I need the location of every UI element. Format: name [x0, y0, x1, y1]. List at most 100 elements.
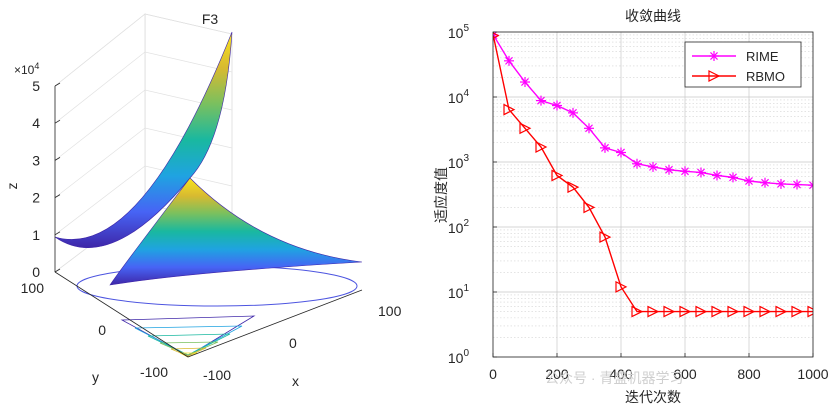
marker-triangle — [535, 141, 548, 153]
marker-triangle — [711, 305, 724, 318]
z-gridline — [54, 51, 233, 124]
surface-front-face — [109, 177, 363, 286]
legend-label: RIME — [746, 49, 779, 64]
marker-ray — [777, 179, 785, 188]
x-tick-label: 400 — [609, 366, 633, 382]
marker-asterisk — [632, 158, 642, 169]
marker-asterisk — [600, 142, 610, 153]
z-gridline — [54, 13, 233, 87]
marker-ray — [729, 173, 737, 182]
marker-ray — [793, 180, 801, 189]
plot-frame — [492, 31, 814, 358]
marker-asterisk — [808, 180, 813, 191]
x-ticks: -100 0 100 — [203, 303, 402, 383]
y-tick-label: -100 — [140, 364, 168, 380]
legend-item-rime: RIME — [692, 49, 779, 64]
marker-triangle — [519, 122, 532, 135]
z-tick-mark — [54, 157, 61, 161]
z-tick-mark — [54, 194, 61, 198]
marker-ray — [505, 56, 513, 65]
marker-asterisk — [504, 55, 514, 66]
z-tick-mark — [54, 82, 61, 87]
x-tick-label: 0 — [489, 366, 497, 382]
z-gridline — [54, 165, 233, 236]
marker-ray — [665, 165, 673, 174]
contour-5 — [170, 347, 207, 357]
marker-triangle — [759, 305, 772, 318]
marker-asterisk — [728, 172, 738, 183]
marker-triangle — [775, 305, 788, 318]
convergence-plot: 0 200 400 600 800 1000 100 101 102 103 104 105 收敛曲… — [433, 8, 829, 405]
marker-triangle — [791, 305, 804, 318]
marker-ray — [761, 178, 769, 187]
x-axis-line — [187, 289, 363, 358]
marker-asterisk — [616, 147, 626, 158]
marker-triangle — [727, 305, 740, 318]
marker-asterisk — [664, 164, 674, 175]
marker-triangle — [647, 305, 660, 318]
marker-ray — [649, 162, 657, 171]
marker-ray — [681, 167, 689, 176]
z-tick-mark — [54, 231, 61, 236]
z-tick-label: 0 — [32, 264, 40, 280]
y-tick-label: 102 — [448, 218, 470, 236]
convergence-x-label: 迭代次数 — [625, 389, 681, 405]
marker-ray — [553, 101, 561, 110]
legend-item-rbmo: RBMO — [692, 69, 785, 84]
y-ticks: 100 101 102 103 104 105 — [448, 23, 497, 366]
z-tick-label: 4 — [32, 115, 40, 131]
contour-3 — [147, 333, 231, 356]
x-ticks: 0 200 400 600 800 1000 — [489, 353, 829, 382]
marker-ray — [601, 143, 609, 152]
y-tick-label: 104 — [448, 88, 470, 106]
series-rime — [493, 32, 813, 191]
marker-triangle — [695, 305, 708, 318]
marker-asterisk — [584, 123, 594, 134]
marker-ray — [521, 78, 529, 86]
x-tick-label: 1000 — [797, 366, 828, 382]
x-tick-label: 600 — [673, 366, 697, 382]
marker-triangle — [583, 201, 596, 214]
marker-asterisk — [744, 176, 754, 187]
marker-triangle — [615, 280, 628, 293]
x-tick-label: 0 — [289, 335, 297, 351]
marker-asterisk — [776, 178, 786, 189]
marker-ray — [569, 108, 577, 117]
marker-asterisk — [568, 107, 578, 118]
z-scale-factor: ×104 — [14, 61, 39, 77]
legend-box — [684, 41, 802, 88]
marker-ray — [617, 148, 625, 157]
watermark: 公众号 · 青盛机器学习 — [545, 370, 683, 386]
surface-title: F3 — [202, 11, 219, 27]
marker-triangle — [631, 305, 644, 318]
marker-ray — [633, 159, 641, 168]
z-tick-mark — [54, 119, 61, 124]
surface-back-face — [54, 31, 233, 248]
marker-ray — [710, 52, 718, 60]
contour-1 — [120, 315, 256, 357]
y-tick-label: 101 — [448, 283, 470, 301]
y-tick-label: 105 — [448, 23, 470, 41]
z-tick-mark — [54, 268, 61, 273]
marker-asterisk — [536, 95, 546, 106]
series-rbmo — [493, 32, 813, 318]
marker-ray — [745, 177, 753, 185]
marker-triangle — [708, 70, 721, 82]
y-tick-label: 0 — [98, 322, 106, 338]
z-tick-label: 1 — [32, 227, 40, 243]
y-axis-line — [54, 271, 189, 358]
y-tick-label: 100 — [21, 280, 45, 296]
marker-asterisk — [712, 170, 722, 181]
marker-ray — [713, 171, 721, 180]
marker-triangle — [503, 103, 516, 116]
z-tick-label: 2 — [32, 190, 40, 206]
marker-triangle — [599, 231, 612, 244]
marker-asterisk — [648, 161, 658, 172]
marker-ray — [585, 124, 593, 133]
z-tick-label: 5 — [32, 78, 40, 94]
marker-asterisk — [696, 167, 706, 178]
x-tick-label: 100 — [378, 303, 402, 319]
y-ticks: -100 0 100 — [21, 280, 169, 380]
